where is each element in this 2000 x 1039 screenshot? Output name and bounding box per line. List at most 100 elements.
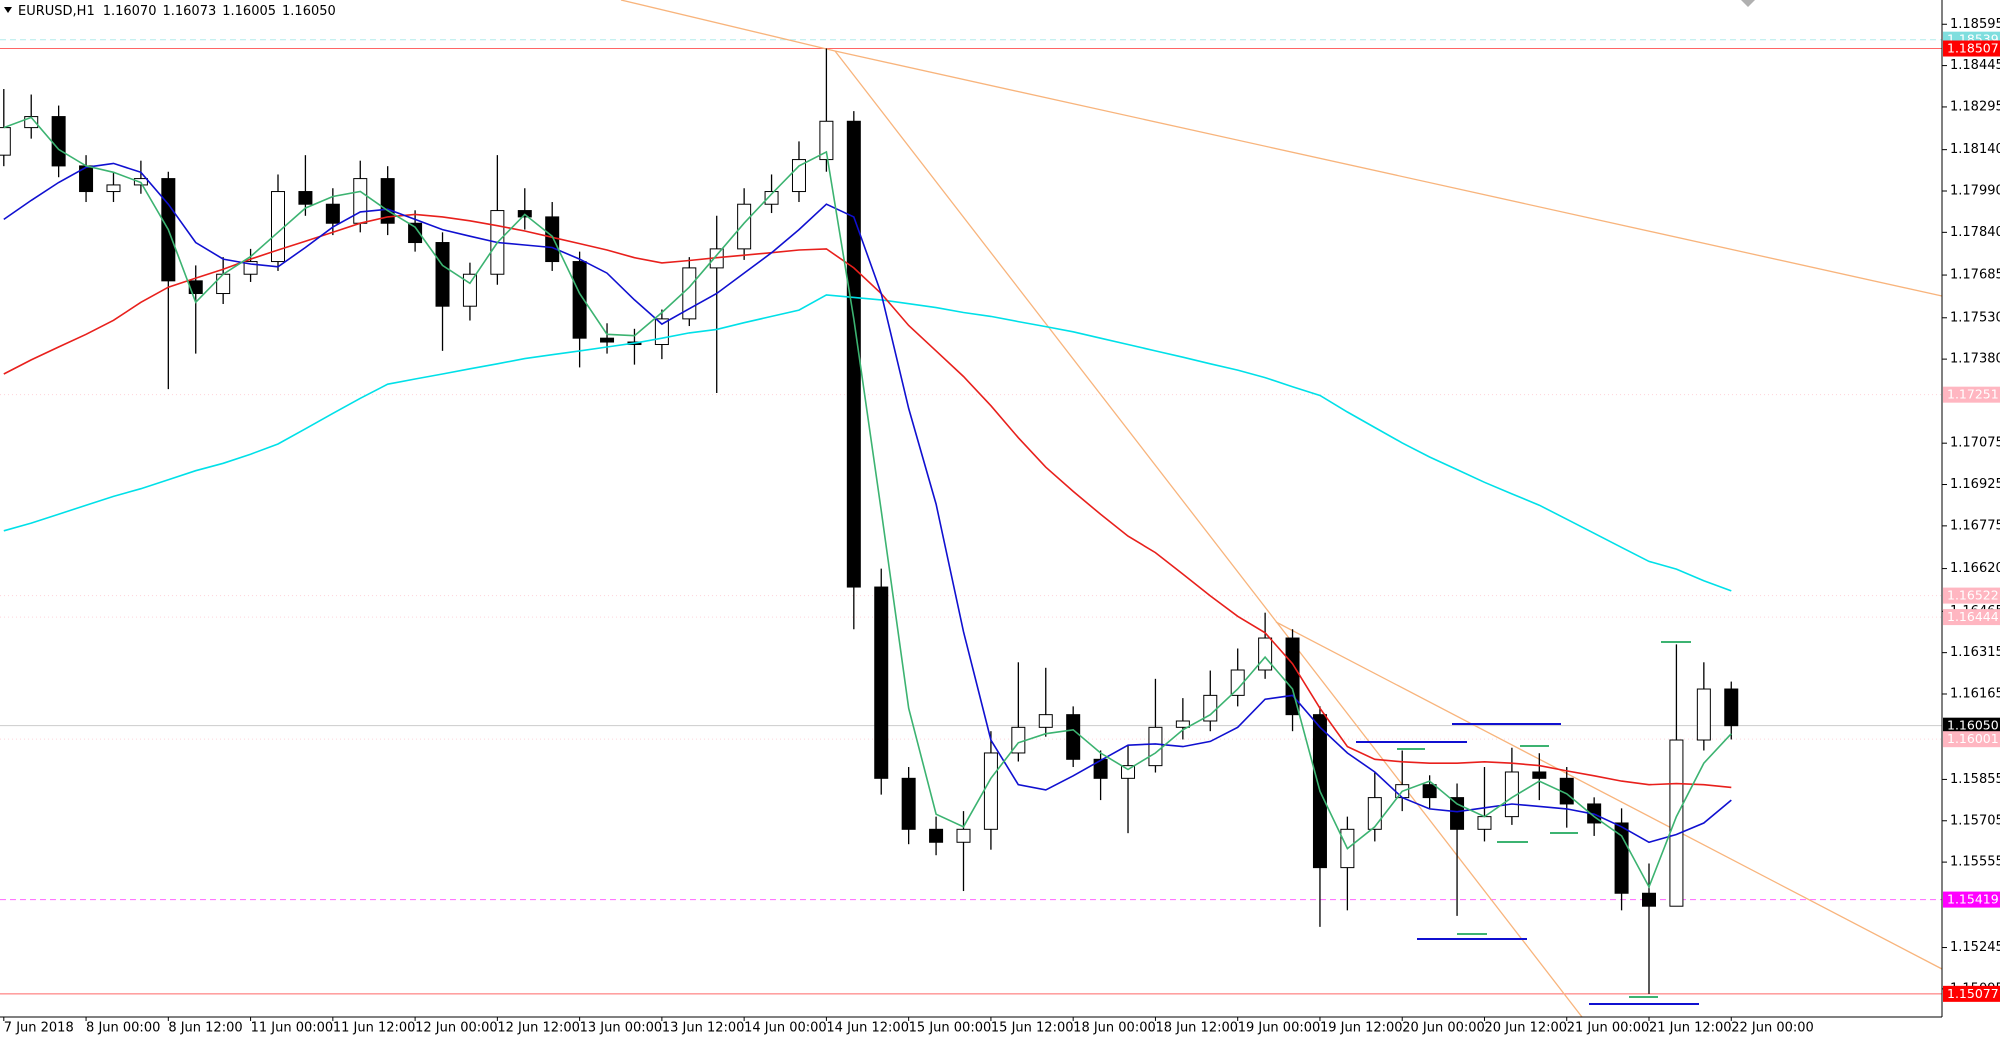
candle-body — [1422, 784, 1437, 799]
candle-body — [298, 191, 313, 205]
moving-average — [3, 213, 1732, 789]
y-tick-label: 1.18445 — [1950, 58, 2000, 73]
x-tick-label: 21 Jun 00:00 — [1567, 1021, 1650, 1036]
y-tick-label: 1.17685 — [1950, 268, 2000, 283]
price-label-box — [1943, 717, 2000, 734]
candle-body — [106, 184, 121, 193]
candle-body — [600, 337, 615, 343]
axes: 1.18595 1.18445 1.18295 1.18140 1.17990 1.178… — [3, 17, 2000, 1036]
candle-body — [929, 828, 944, 843]
x-tick-label: 21 Jun 12:00 — [1649, 1021, 1732, 1036]
candle-body — [764, 191, 779, 205]
quote-low: 1.16005 — [222, 4, 276, 19]
x-tick-label: 15 Jun 12:00 — [991, 1021, 1074, 1036]
candle-body — [874, 586, 889, 779]
x-tick-label: 14 Jun 00:00 — [744, 1021, 827, 1036]
candle-body — [1696, 688, 1711, 741]
x-tick-label: 19 Jun 00:00 — [1238, 1021, 1321, 1036]
y-tick-label: 1.15245 — [1950, 940, 2000, 955]
x-tick-label: 7 Jun 2018 — [4, 1021, 74, 1036]
price-label: 1.16050 — [1947, 718, 1999, 733]
chart-header: EURUSD,H1 1.16070 1.16073 1.16005 1.16050 — [18, 4, 336, 19]
time-axis-area — [0, 1017, 2000, 1039]
moving-average — [3, 162, 1732, 844]
shift-marker[interactable] — [1741, 0, 1755, 7]
quote-open: 1.16070 — [103, 4, 157, 19]
candle-body — [1066, 714, 1081, 760]
candle-body — [0, 127, 11, 156]
candle-body — [325, 203, 340, 224]
candle-body — [1669, 739, 1684, 907]
moving-averages — [3, 116, 1732, 889]
x-tick-label: 8 Jun 12:00 — [168, 1021, 242, 1036]
moving-average — [3, 294, 1732, 592]
candle-body — [216, 273, 231, 295]
candle-body — [545, 216, 560, 263]
y-tick-label: 1.15855 — [1950, 772, 2000, 787]
y-tick-label: 1.16925 — [1950, 477, 2000, 492]
candle-body — [1367, 797, 1382, 830]
y-tick-label: 1.17530 — [1950, 310, 2000, 325]
y-tick-label: 1.17380 — [1950, 352, 2000, 367]
quote-close: 1.16050 — [282, 4, 336, 19]
x-tick-label: 13 Jun 00:00 — [580, 1021, 663, 1036]
price-label-box — [1943, 386, 2000, 403]
candle-body — [901, 777, 916, 830]
y-tick-label: 1.17840 — [1950, 225, 2000, 240]
y-tick-label: 1.18295 — [1950, 99, 2000, 114]
candle-body — [1532, 771, 1547, 779]
candle-body — [1450, 797, 1465, 830]
candle-body — [462, 273, 477, 307]
price-levels — [0, 39, 1942, 995]
price-label: 1.16522 — [1947, 588, 1999, 603]
x-tick-label: 12 Jun 12:00 — [497, 1021, 580, 1036]
y-tick-label: 1.15555 — [1950, 855, 2000, 870]
trend-line — [834, 50, 1943, 297]
candle-body — [791, 159, 806, 193]
candle-body — [408, 222, 423, 244]
trend-line — [620, 0, 836, 52]
candle-body — [51, 116, 66, 167]
candle-body — [846, 120, 861, 588]
y-tick-label: 1.16315 — [1950, 645, 2000, 660]
x-tick-label: 18 Jun 12:00 — [1155, 1021, 1238, 1036]
price-label: 1.17251 — [1947, 387, 1999, 402]
candle-body — [1121, 765, 1136, 779]
y-tick-label: 1.17990 — [1950, 183, 2000, 198]
trend-line — [1275, 621, 1943, 970]
candle-body — [1230, 669, 1245, 696]
zigzag-marks — [1356, 641, 1699, 1005]
price-label: 1.18507 — [1947, 41, 1999, 56]
quote-high: 1.16073 — [162, 4, 216, 19]
x-tick-label: 12 Jun 00:00 — [415, 1021, 498, 1036]
candle-body — [1258, 637, 1273, 671]
x-tick-label: 19 Jun 12:00 — [1320, 1021, 1403, 1036]
candle-body — [435, 242, 450, 307]
price-label: 1.15077 — [1947, 986, 1999, 1001]
y-tick-label: 1.18140 — [1950, 142, 2000, 157]
y-tick-label: 1.16165 — [1950, 686, 2000, 701]
candle-body — [1724, 688, 1739, 727]
candle-body — [572, 261, 587, 339]
y-tick-label: 1.17075 — [1950, 436, 2000, 451]
menu-arrow[interactable] — [4, 7, 12, 13]
price-label-box — [1943, 587, 2000, 604]
candle-body — [1148, 726, 1163, 767]
y-tick-label: 1.16620 — [1950, 561, 2000, 576]
x-tick-label: 8 Jun 00:00 — [86, 1021, 160, 1036]
price-axis-area — [1942, 0, 2000, 1039]
x-tick-label: 20 Jun 00:00 — [1402, 1021, 1485, 1036]
price-label-box — [1943, 731, 2000, 748]
price-label: 1.16444 — [1947, 609, 1999, 624]
candle-body — [983, 752, 998, 830]
price-label-box — [1943, 40, 2000, 57]
y-tick-label: 1.16775 — [1950, 518, 2000, 533]
y-tick-label: 1.18595 — [1950, 17, 2000, 32]
candle-body — [956, 828, 971, 843]
candle-body — [1175, 720, 1190, 728]
price-label-box — [1943, 985, 2000, 1002]
y-tick-label: 1.15705 — [1950, 813, 2000, 828]
candle-body — [1038, 714, 1053, 728]
moving-average — [3, 116, 1732, 889]
candle-body — [654, 318, 669, 346]
